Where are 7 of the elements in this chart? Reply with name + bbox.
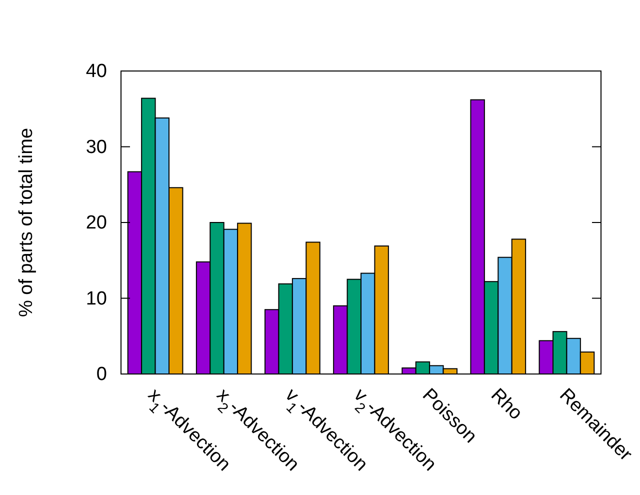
y-tick-label: 20	[86, 212, 107, 234]
y-tick-label: 30	[86, 136, 107, 158]
y-tick-label: 40	[86, 61, 107, 82]
y-axis-title: % of parts of total time	[16, 128, 37, 318]
y-tick-label: 10	[86, 288, 107, 310]
y-tick-label: 0	[96, 364, 107, 386]
x-tick-label: Rho	[486, 384, 526, 424]
